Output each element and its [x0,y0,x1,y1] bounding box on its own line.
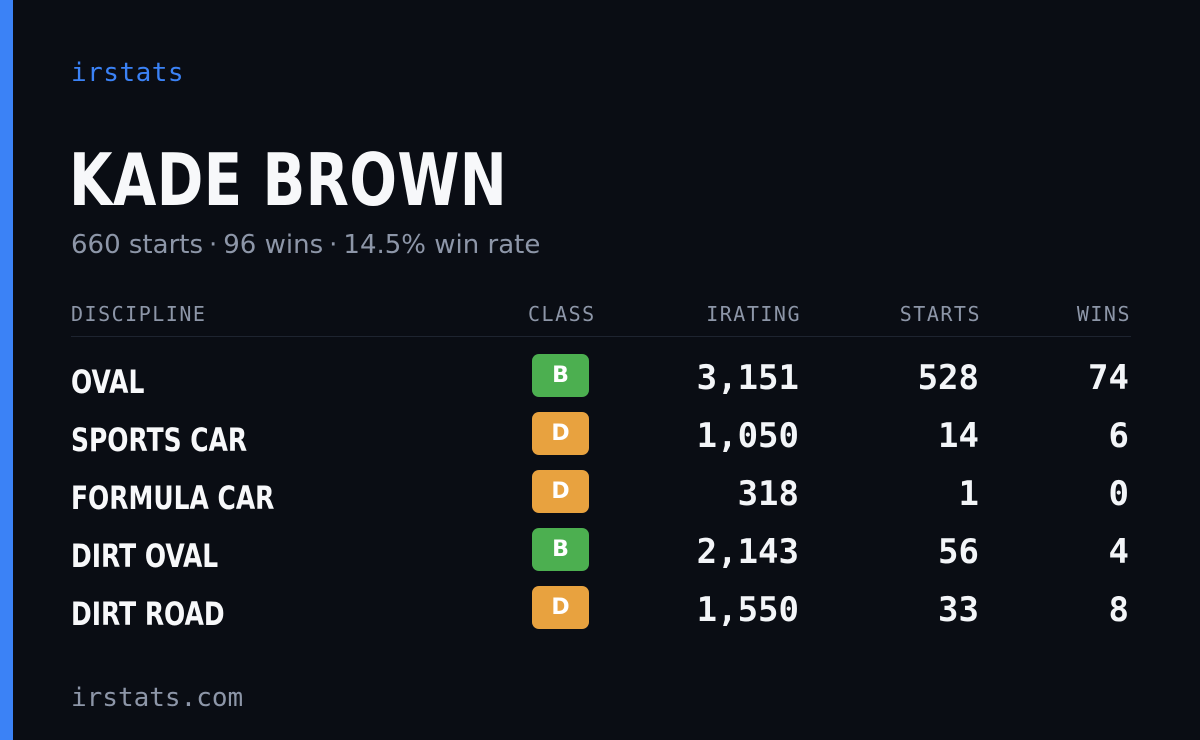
stats-table: DISCIPLINE CLASS IRATING STARTS WINS OVA… [71,296,1131,644]
starts-value: 33 [938,590,979,630]
irating-value: 318 [737,474,799,514]
driver-summary: 660 starts · 96 wins · 14.5% win rate [71,228,540,262]
summary-separator: · [209,230,218,260]
class-badge: D [532,412,589,455]
class-badge: D [532,586,589,629]
brand-logo: irstats [71,58,185,88]
header-irating: IRATING [706,302,801,326]
wins-value: 8 [1108,590,1129,630]
irating-value: 3,151 [696,358,799,398]
starts-value: 528 [917,358,979,398]
wins-value: 4 [1108,532,1129,572]
table-header: DISCIPLINE CLASS IRATING STARTS WINS [71,296,1131,337]
irating-value: 2,143 [696,532,799,572]
class-badge: D [532,470,589,513]
summary-wins: 96 wins [223,230,324,260]
discipline-name: DIRT OVAL [71,537,219,575]
header-wins: WINS [1076,302,1131,326]
header-class: CLASS [528,302,596,326]
driver-name: KADE BROWN [69,138,508,222]
irating-value: 1,050 [696,416,799,456]
class-badge: B [532,528,589,571]
irating-value: 1,550 [696,590,799,630]
table-row: SPORTS CAR D 1,050 14 6 [71,412,1131,470]
starts-value: 56 [938,532,979,572]
summary-starts: 660 starts [71,230,203,260]
wins-value: 74 [1088,358,1129,398]
class-badge: B [532,354,589,397]
footer-url: irstats.com [71,683,244,713]
discipline-name: OVAL [71,363,145,401]
table-row: OVAL B 3,151 528 74 [71,354,1131,412]
accent-bar [0,0,13,740]
table-row: DIRT OVAL B 2,143 56 4 [71,528,1131,586]
starts-value: 14 [938,416,979,456]
wins-value: 0 [1108,474,1129,514]
table-row: DIRT ROAD D 1,550 33 8 [71,586,1131,644]
table-body: OVAL B 3,151 528 74 SPORTS CAR D 1,050 1… [71,354,1131,644]
header-starts: STARTS [899,302,981,326]
wins-value: 6 [1108,416,1129,456]
summary-win-rate: 14.5% win rate [343,230,541,260]
summary-separator: · [329,230,338,260]
header-discipline: DISCIPLINE [71,302,207,326]
starts-value: 1 [958,474,979,514]
discipline-name: SPORTS CAR [71,421,248,459]
discipline-name: DIRT ROAD [71,595,225,633]
discipline-name: FORMULA CAR [71,479,275,517]
table-row: FORMULA CAR D 318 1 0 [71,470,1131,528]
